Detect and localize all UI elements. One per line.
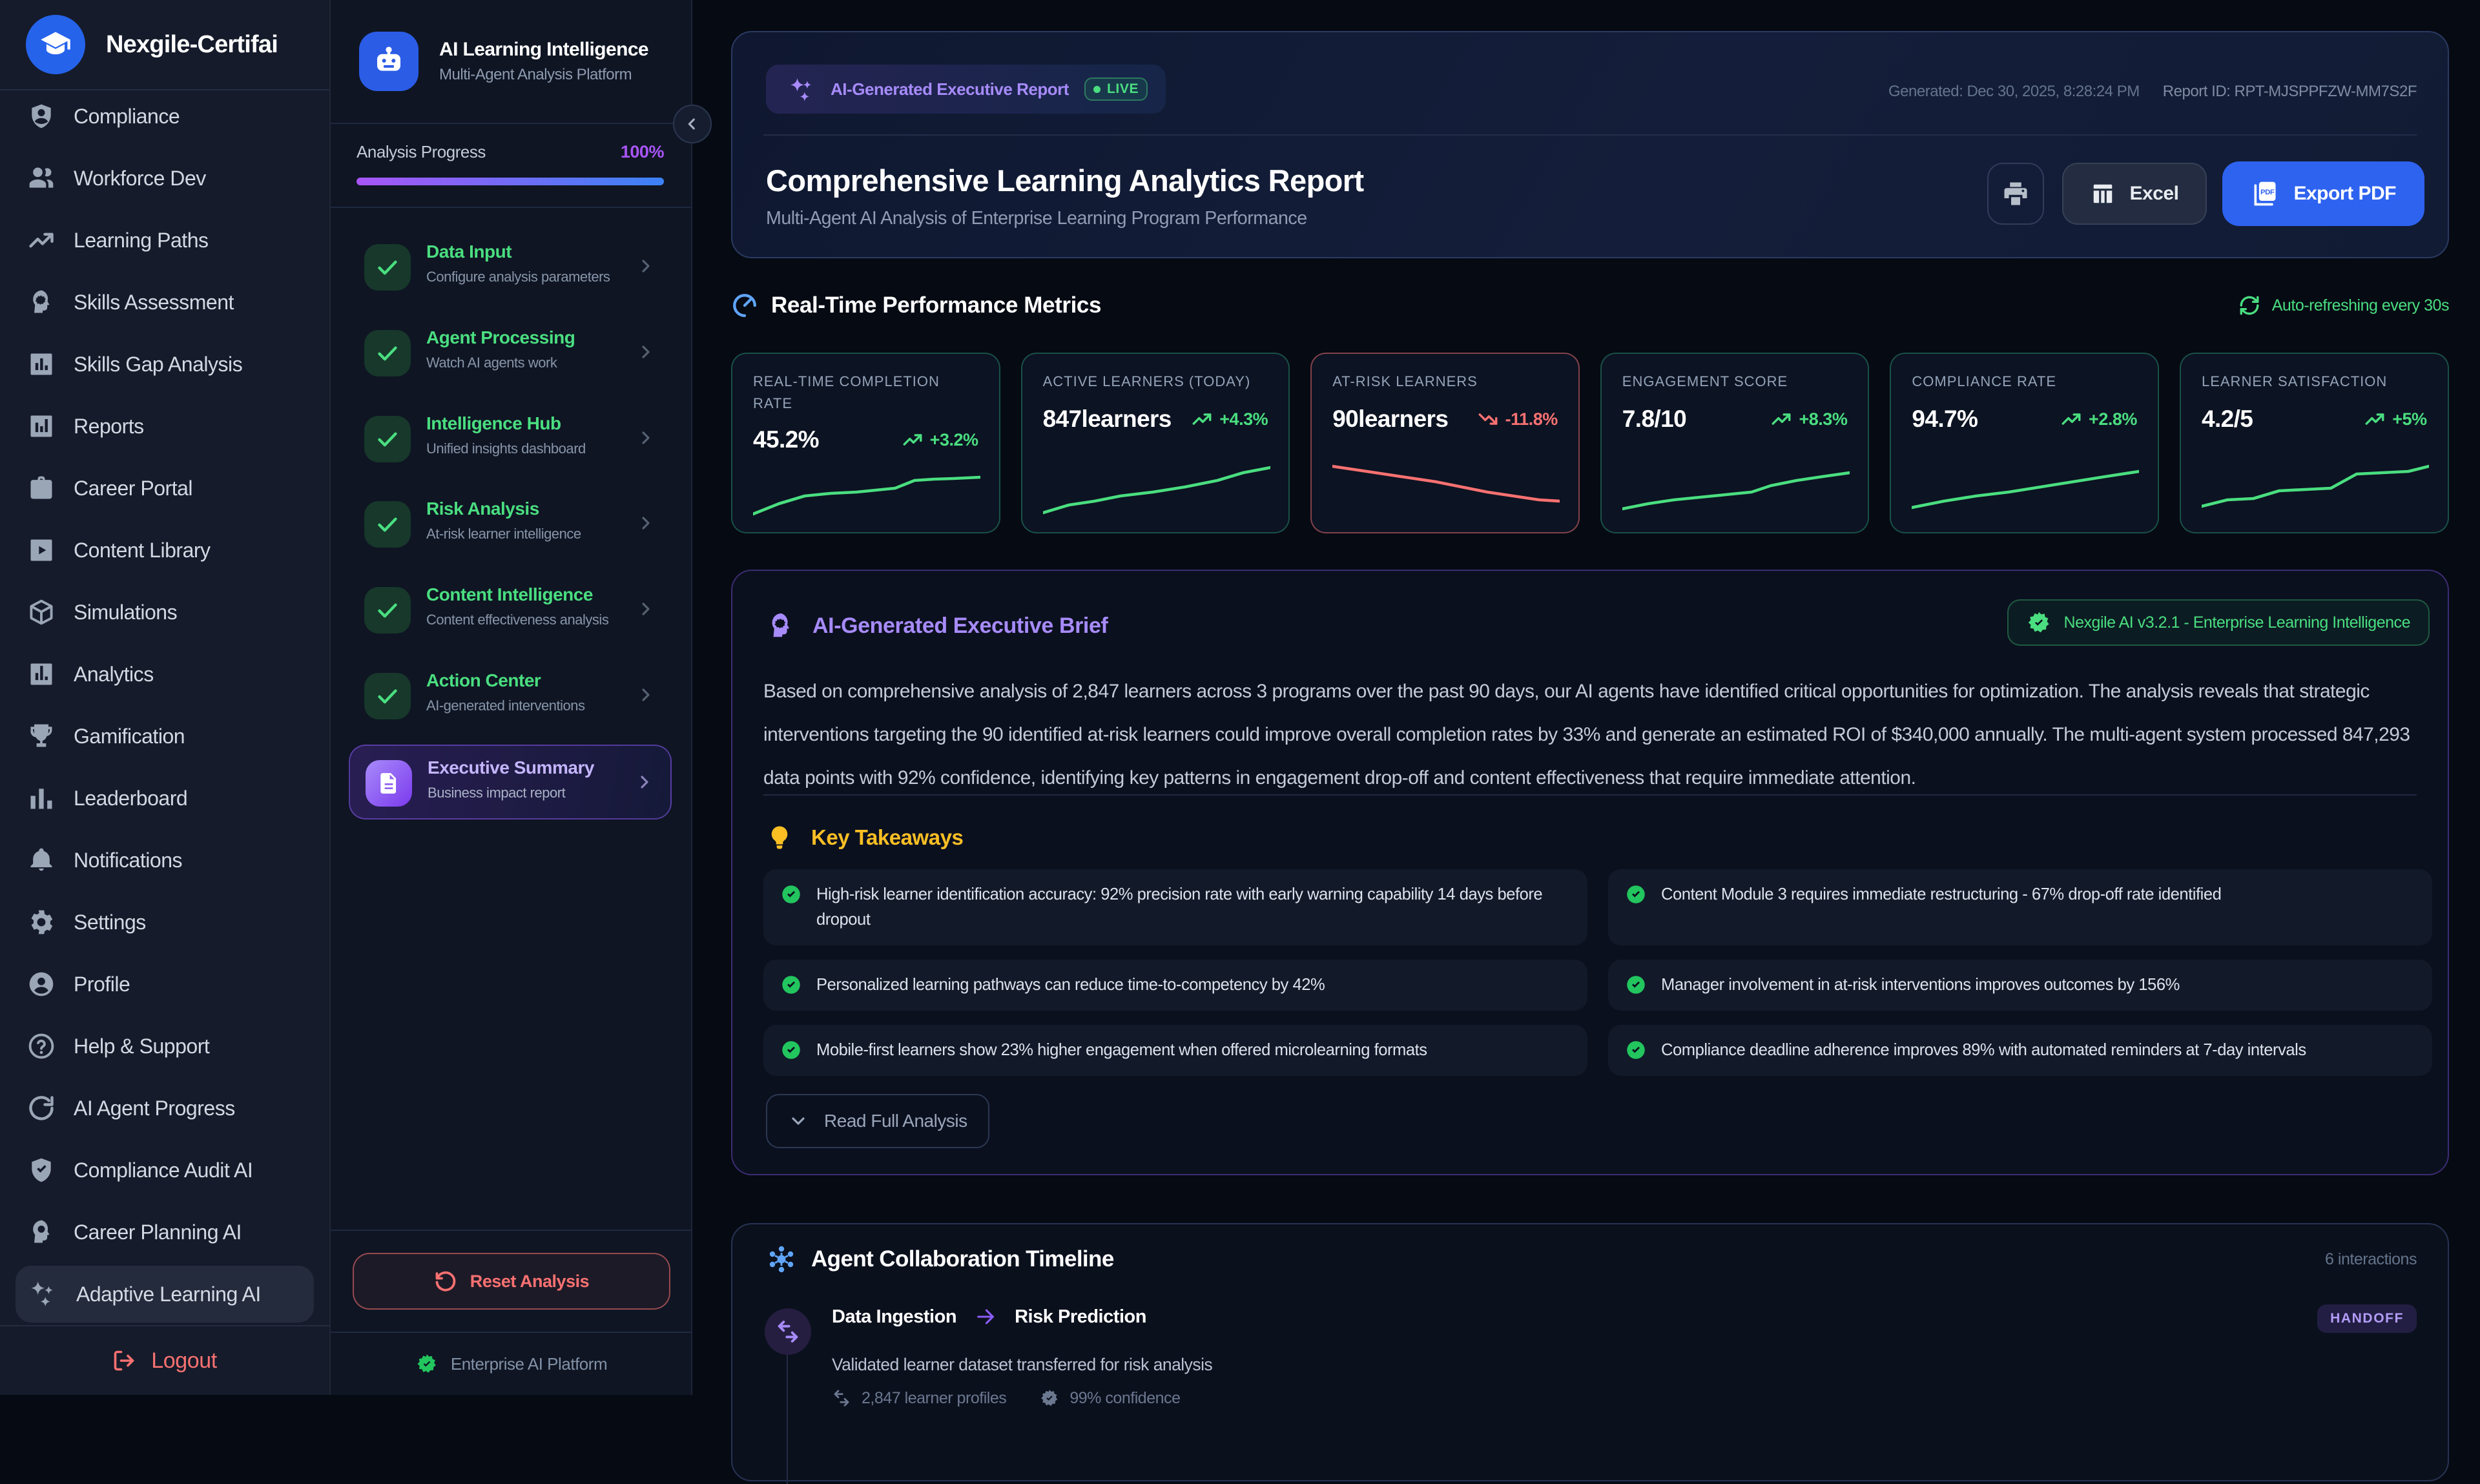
svg-text:PDF: PDF bbox=[2260, 189, 2275, 196]
